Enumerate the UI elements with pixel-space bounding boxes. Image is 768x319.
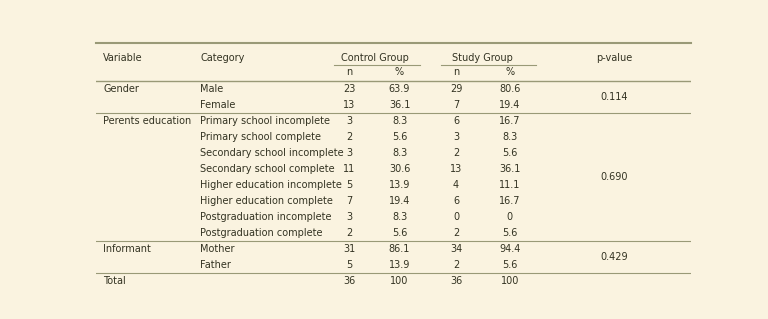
- Text: Variable: Variable: [103, 53, 143, 63]
- Text: Primary school complete: Primary school complete: [200, 132, 321, 142]
- Text: Total: Total: [103, 276, 126, 286]
- Text: 2: 2: [453, 228, 459, 238]
- Text: Higher education incomplete: Higher education incomplete: [200, 180, 342, 190]
- Text: 36: 36: [343, 276, 355, 286]
- Text: Postgraduation incomplete: Postgraduation incomplete: [200, 212, 332, 222]
- Text: 23: 23: [343, 84, 355, 94]
- Text: 7: 7: [346, 196, 352, 206]
- Text: Secondary school incomplete: Secondary school incomplete: [200, 148, 344, 158]
- Text: 36.1: 36.1: [389, 100, 410, 110]
- Text: 3: 3: [453, 132, 459, 142]
- Text: Higher education complete: Higher education complete: [200, 196, 333, 206]
- Text: 16.7: 16.7: [499, 196, 521, 206]
- Text: n: n: [346, 67, 352, 77]
- Text: 80.6: 80.6: [499, 84, 521, 94]
- Text: 8.3: 8.3: [502, 132, 518, 142]
- Text: 0.429: 0.429: [600, 252, 627, 262]
- Text: 63.9: 63.9: [389, 84, 410, 94]
- Text: Mother: Mother: [200, 244, 235, 254]
- Text: 30.6: 30.6: [389, 164, 410, 174]
- Text: 31: 31: [343, 244, 355, 254]
- Text: 6: 6: [453, 196, 459, 206]
- Text: 16.7: 16.7: [499, 116, 521, 126]
- Text: 13: 13: [343, 100, 355, 110]
- Text: Postgraduation complete: Postgraduation complete: [200, 228, 323, 238]
- Text: 5: 5: [346, 260, 352, 270]
- Text: 2: 2: [453, 148, 459, 158]
- Text: 0: 0: [507, 212, 513, 222]
- Text: 94.4: 94.4: [499, 244, 521, 254]
- Text: 5: 5: [346, 180, 352, 190]
- Text: 3: 3: [346, 212, 352, 222]
- Text: Female: Female: [200, 100, 236, 110]
- Text: 86.1: 86.1: [389, 244, 410, 254]
- Text: 19.4: 19.4: [499, 100, 521, 110]
- Text: Father: Father: [200, 260, 231, 270]
- Text: 2: 2: [346, 228, 352, 238]
- Text: %: %: [395, 67, 404, 77]
- Text: 8.3: 8.3: [392, 148, 407, 158]
- Text: 7: 7: [453, 100, 459, 110]
- Text: 19.4: 19.4: [389, 196, 410, 206]
- Text: Gender: Gender: [103, 84, 139, 94]
- Text: 2: 2: [453, 260, 459, 270]
- Text: 100: 100: [390, 276, 409, 286]
- Text: 36.1: 36.1: [499, 164, 521, 174]
- Text: 5.6: 5.6: [502, 228, 518, 238]
- Text: Study Group: Study Group: [452, 53, 513, 63]
- Text: 3: 3: [346, 148, 352, 158]
- Text: Informant: Informant: [103, 244, 151, 254]
- Text: 3: 3: [346, 116, 352, 126]
- Text: 5.6: 5.6: [392, 228, 407, 238]
- Text: 36: 36: [450, 276, 462, 286]
- Text: 11: 11: [343, 164, 355, 174]
- Text: n: n: [453, 67, 459, 77]
- Text: 5.6: 5.6: [502, 260, 518, 270]
- Text: Male: Male: [200, 84, 223, 94]
- Text: 6: 6: [453, 116, 459, 126]
- Text: 13: 13: [450, 164, 462, 174]
- Text: 8.3: 8.3: [392, 212, 407, 222]
- Text: 13.9: 13.9: [389, 180, 410, 190]
- Text: 0.114: 0.114: [600, 92, 627, 102]
- Text: 5.6: 5.6: [392, 132, 407, 142]
- Text: 4: 4: [453, 180, 459, 190]
- Text: Secondary school complete: Secondary school complete: [200, 164, 335, 174]
- Text: 0: 0: [453, 212, 459, 222]
- Text: Category: Category: [200, 53, 244, 63]
- Text: 5.6: 5.6: [502, 148, 518, 158]
- Text: Primary school incomplete: Primary school incomplete: [200, 116, 330, 126]
- Text: 11.1: 11.1: [499, 180, 521, 190]
- Text: 8.3: 8.3: [392, 116, 407, 126]
- Text: %: %: [505, 67, 515, 77]
- Text: p-value: p-value: [596, 53, 632, 63]
- Text: 100: 100: [501, 276, 519, 286]
- Text: 29: 29: [450, 84, 462, 94]
- Text: Control Group: Control Group: [341, 53, 409, 63]
- Text: 34: 34: [450, 244, 462, 254]
- Text: Perents education: Perents education: [103, 116, 191, 126]
- Text: 2: 2: [346, 132, 352, 142]
- Text: 0.690: 0.690: [600, 172, 627, 182]
- Text: 13.9: 13.9: [389, 260, 410, 270]
